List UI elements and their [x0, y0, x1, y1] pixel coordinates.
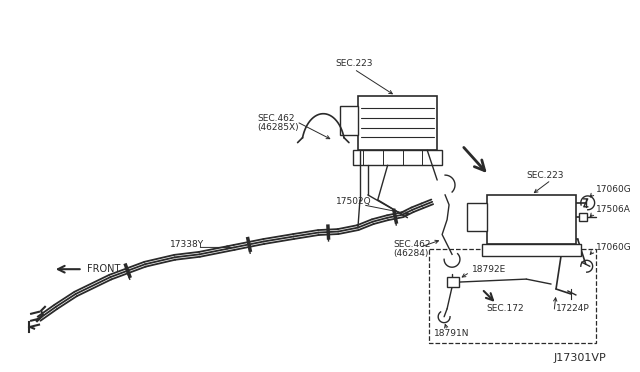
Bar [353, 150, 442, 165]
Text: 17060G: 17060G [596, 186, 632, 195]
Text: (46285X): (46285X) [257, 123, 298, 132]
Bar [358, 96, 437, 150]
Text: 17502Q: 17502Q [336, 198, 372, 206]
Bar [579, 213, 587, 221]
Text: 17338Y: 17338Y [170, 240, 204, 249]
Bar [429, 249, 596, 343]
Text: SEC.462: SEC.462 [257, 114, 294, 123]
Bar [340, 106, 358, 135]
Bar [447, 277, 459, 287]
Text: SEC.223: SEC.223 [335, 59, 372, 68]
Text: SEC.172: SEC.172 [486, 304, 524, 313]
Text: FRONT: FRONT [86, 264, 120, 274]
Text: J17301VP: J17301VP [554, 353, 607, 363]
Text: 17506A: 17506A [596, 205, 630, 214]
Text: 18792E: 18792E [472, 265, 506, 274]
Text: 17224P: 17224P [556, 304, 590, 313]
Bar [486, 195, 576, 244]
Bar [482, 244, 580, 256]
Text: 17060G: 17060G [596, 243, 632, 252]
Text: 18791N: 18791N [434, 329, 470, 338]
Bar [467, 203, 486, 231]
Text: SEC.223: SEC.223 [526, 171, 564, 180]
Text: (46284): (46284) [394, 249, 429, 258]
Text: SEC.462: SEC.462 [394, 240, 431, 249]
